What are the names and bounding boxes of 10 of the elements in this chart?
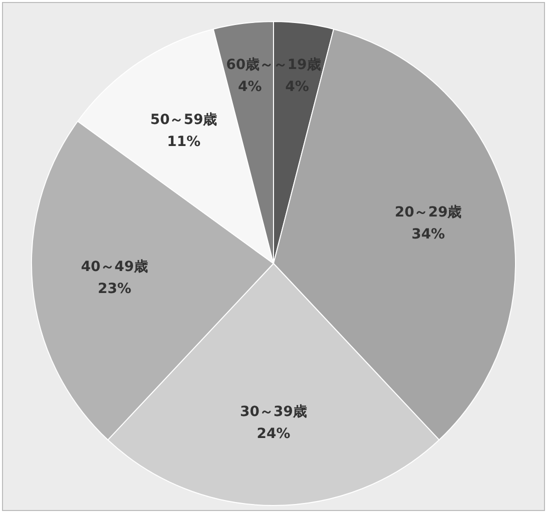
slice-label: 50～59歳 [150,112,218,128]
data-label: 24% [256,426,290,442]
data-label: 4% [238,78,262,95]
slice-label: 40～49歳 [81,259,148,276]
data-label: 34% [411,226,445,242]
data-label: 11% [166,134,200,150]
slice-label: 60歳～ [226,56,274,73]
slice-label: 30～39歳 [240,404,307,420]
slice-label: 20～29歳 [394,204,462,220]
data-label: 23% [98,281,132,298]
